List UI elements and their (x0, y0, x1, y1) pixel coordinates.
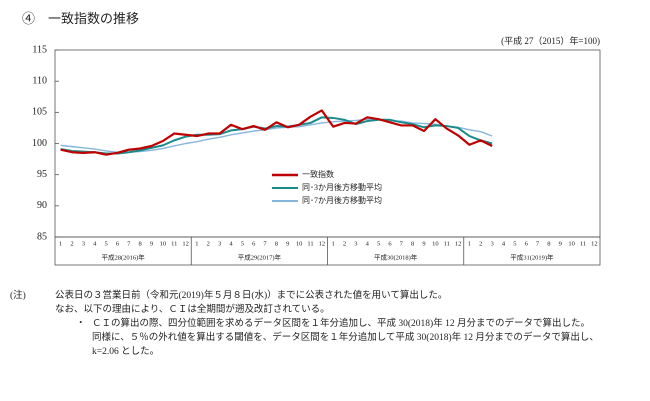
note-line: 公表日の３営業日前（令和元(2019)年５月８日(水)）までに公表された値を用い… (55, 289, 447, 301)
x-tick-label: 3 (354, 240, 357, 247)
legend-label: 同･3か月後方移動平均 (302, 182, 382, 192)
series-line (60, 116, 493, 155)
y-tick-label: 105 (32, 107, 47, 118)
year-label: 平成31(2019)年 (510, 252, 554, 261)
x-tick-label: 8 (139, 240, 142, 247)
x-tick-label: 7 (263, 240, 267, 247)
x-tick-label: 10 (568, 240, 575, 247)
x-tick-label: 7 (400, 240, 404, 247)
x-tick-label: 3 (218, 240, 221, 247)
x-tick-label: 4 (502, 240, 506, 247)
x-tick-label: 1 (332, 240, 335, 247)
legend-label: 一致指数 (302, 169, 334, 179)
x-tick-label: 12 (182, 240, 189, 247)
x-tick-label: 2 (479, 240, 482, 247)
y-tick-label: 100 (32, 138, 47, 149)
x-tick-label: 12 (319, 240, 326, 247)
x-tick-label: 2 (343, 240, 346, 247)
series-line (60, 118, 493, 153)
x-tick-label: 2 (70, 240, 73, 247)
x-tick-label: 6 (116, 240, 120, 247)
y-tick-label: 115 (32, 44, 47, 55)
unit-note: (平成 27（2015）年=100) (501, 35, 600, 46)
x-tick-label: 11 (307, 240, 313, 247)
x-tick-label: 9 (559, 240, 562, 247)
x-tick-label: 9 (422, 240, 425, 247)
x-tick-label: 5 (104, 240, 107, 247)
x-tick-label: 4 (366, 240, 370, 247)
note-line: ＣＩの算出の際、四分位範囲を求めるデータ区間を１年分追加し、平成 30(2018… (92, 317, 590, 329)
note-label: (注) (10, 289, 26, 301)
y-tick-label: 85 (37, 231, 47, 242)
x-tick-label: 6 (525, 240, 529, 247)
year-label: 平成28(2016)年 (101, 252, 145, 261)
x-tick-label: 4 (229, 240, 233, 247)
x-tick-label: 8 (411, 240, 414, 247)
x-tick-label: 9 (150, 240, 153, 247)
x-tick-label: 11 (444, 240, 450, 247)
x-tick-label: 7 (536, 240, 540, 247)
x-tick-label: 5 (513, 240, 516, 247)
y-tick-label: 110 (32, 75, 47, 86)
x-tick-label: 12 (591, 240, 598, 247)
legend-label: 同･7か月後方移動平均 (302, 195, 382, 205)
x-tick-label: 5 (377, 240, 380, 247)
x-tick-label: 8 (275, 240, 278, 247)
x-tick-label: 11 (580, 240, 586, 247)
title: ④ 一致指数の推移 (22, 11, 139, 26)
x-tick-label: 5 (241, 240, 244, 247)
x-tick-label: 1 (468, 240, 471, 247)
x-tick-label: 10 (432, 240, 439, 247)
x-tick-label: 11 (171, 240, 177, 247)
x-tick-label: 10 (160, 240, 167, 247)
x-tick-label: 7 (127, 240, 131, 247)
y-tick-label: 90 (37, 200, 47, 211)
year-label: 平成30(2018)年 (374, 252, 418, 261)
x-tick-label: 1 (59, 240, 62, 247)
x-tick-label: 8 (547, 240, 550, 247)
year-label: 平成29(2017)年 (238, 252, 282, 261)
x-tick-label: 6 (388, 240, 392, 247)
note-bullet: ・ (76, 319, 86, 329)
y-tick-label: 95 (37, 169, 47, 180)
note-line: k=2.06 とした。 (92, 346, 159, 357)
x-tick-label: 3 (491, 240, 494, 247)
x-tick-label: 4 (93, 240, 97, 247)
x-tick-label: 10 (296, 240, 303, 247)
x-tick-label: 3 (82, 240, 85, 247)
note-line: なお、以下の理由により、ＣＩは全期間が遡及改訂されている。 (55, 303, 330, 315)
x-tick-label: 1 (195, 240, 198, 247)
plot-frame (54, 49, 601, 238)
series-line (60, 109, 493, 156)
note-line: 同様に、５％の外れ値を算出する閾値を、データ区間を１年分追加して平成 30(20… (92, 331, 599, 343)
x-tick-label: 9 (286, 240, 289, 247)
x-tick-label: 12 (455, 240, 462, 247)
x-tick-label: 6 (252, 240, 256, 247)
x-tick-label: 2 (207, 240, 210, 247)
